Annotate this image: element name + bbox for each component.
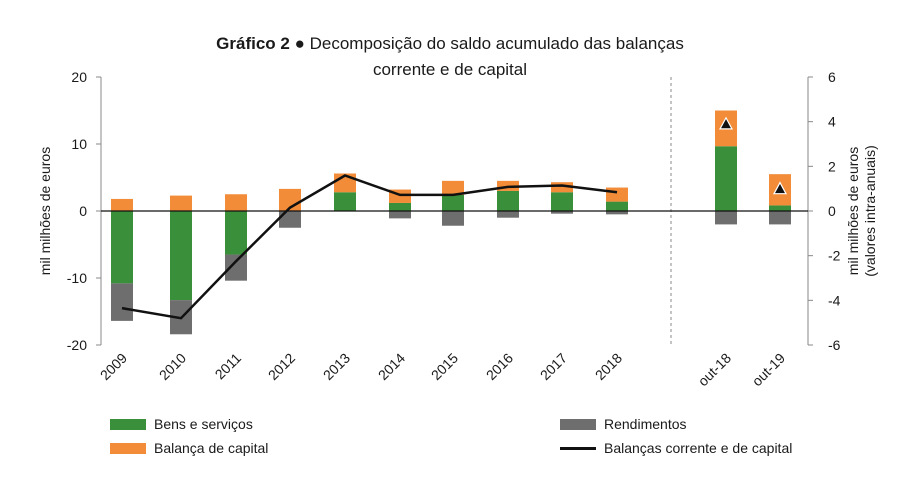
line-balancas-corrente-capital: [121, 174, 618, 320]
bar-balança-de-capital-2017: [551, 182, 573, 193]
left-tick-label: -10: [67, 270, 87, 286]
bar-bens-e-serviços-2018: [606, 201, 628, 211]
bar-rendimentos-2018: [606, 211, 628, 215]
bar-bens-e-serviços-2011: [225, 211, 247, 255]
x-tick-label-out-18: out-18: [695, 350, 735, 390]
left-tick-label: 20: [71, 69, 87, 85]
legend-item-bens: Bens e serviços: [110, 416, 253, 432]
x-tick-label-2014: 2014: [375, 350, 408, 383]
bar-bens-e-serviços-2013: [334, 192, 356, 211]
chart-title-prefix: Gráfico 2 ●: [216, 34, 305, 53]
bar-rendimentos-2011: [225, 254, 247, 281]
right-tick-label: 2: [828, 158, 836, 174]
x-tick-label-2010: 2010: [156, 350, 189, 383]
triangle-marker-out-18: [718, 116, 734, 130]
bar-bens-e-serviços-2009: [111, 211, 133, 284]
chart-title-line1: Decomposição do saldo acumulado das bala…: [309, 34, 684, 53]
bar-balança-de-capital-2015: [442, 180, 464, 195]
bar-bens-e-serviços-2017: [551, 192, 573, 211]
legend-swatch-rendimentos: [560, 418, 596, 430]
triangle-marker-out-19: [772, 181, 788, 195]
bar-rendimentos-2012: [279, 211, 301, 228]
bar-rendimentos-2009: [111, 283, 133, 321]
bar-bens-e-serviços-2015: [442, 194, 464, 211]
x-tick-label-2015: 2015: [428, 350, 461, 383]
legend-label-rendimentos: Rendimentos: [604, 416, 687, 432]
x-tick-label-2017: 2017: [537, 350, 570, 383]
y-axis-right-title: mil milhões de euros(valores intra-anuai…: [845, 145, 878, 277]
x-tick-label-out-19: out-19: [749, 350, 789, 390]
bar-bens-e-serviços-out-18: [715, 146, 737, 211]
x-tick-label-2018: 2018: [592, 350, 625, 383]
legend-label-capital: Balança de capital: [154, 440, 269, 456]
y-axis-left-title: mil milhões de euros: [37, 147, 53, 275]
legend-swatch-capital: [110, 442, 146, 454]
bar-bens-e-serviços-2016: [497, 190, 519, 211]
legend-item-rendimentos: Rendimentos: [560, 416, 687, 432]
legend-item-total: Balanças corrente e de capital: [560, 440, 792, 456]
chart-title: Gráfico 2 ● Decomposição do saldo acumul…: [0, 34, 900, 54]
right-tick-label: -6: [828, 337, 841, 353]
legend-label-total: Balanças corrente e de capital: [604, 440, 793, 456]
bar-bens-e-serviços-2010: [170, 211, 192, 301]
left-tick-label: 10: [71, 136, 87, 152]
chart-subtitle: corrente e de capital: [372, 60, 528, 79]
x-tick-label-2012: 2012: [265, 350, 298, 383]
bar-rendimentos-2015: [442, 211, 464, 226]
right-tick-label: 4: [828, 114, 836, 130]
bar-rendimentos-2017: [551, 211, 573, 214]
bar-bens-e-serviços-2014: [389, 202, 411, 211]
bar-rendimentos-out-19: [769, 211, 791, 225]
right-tick-label: -4: [828, 292, 841, 308]
bar-balança-de-capital-2010: [170, 195, 192, 211]
x-tick-label-2013: 2013: [320, 350, 353, 383]
bar-rendimentos-out-18: [715, 211, 737, 225]
right-tick-label: 0: [828, 203, 836, 219]
bar-balança-de-capital-2011: [225, 194, 247, 211]
bar-balança-de-capital-2018: [606, 187, 628, 202]
right-tick-label: -2: [828, 248, 841, 264]
x-tick-label-2009: 2009: [97, 350, 130, 383]
right-tick-label: 6: [828, 69, 836, 85]
legend-swatch-bens: [110, 418, 146, 430]
bar-balança-de-capital-2009: [111, 198, 133, 211]
legend-swatch-total: [560, 446, 596, 450]
bar-rendimentos-2016: [497, 211, 519, 218]
bar-rendimentos-2014: [389, 211, 411, 219]
legend-item-capital: Balança de capital: [110, 440, 268, 456]
left-tick-label: 0: [79, 203, 87, 219]
left-tick-label: -20: [67, 337, 87, 353]
bar-bens-e-serviços-out-19: [769, 205, 791, 211]
legend-label-bens: Bens e serviços: [154, 416, 253, 432]
x-tick-label-2016: 2016: [483, 350, 516, 383]
x-tick-label-2011: 2011: [212, 350, 245, 383]
